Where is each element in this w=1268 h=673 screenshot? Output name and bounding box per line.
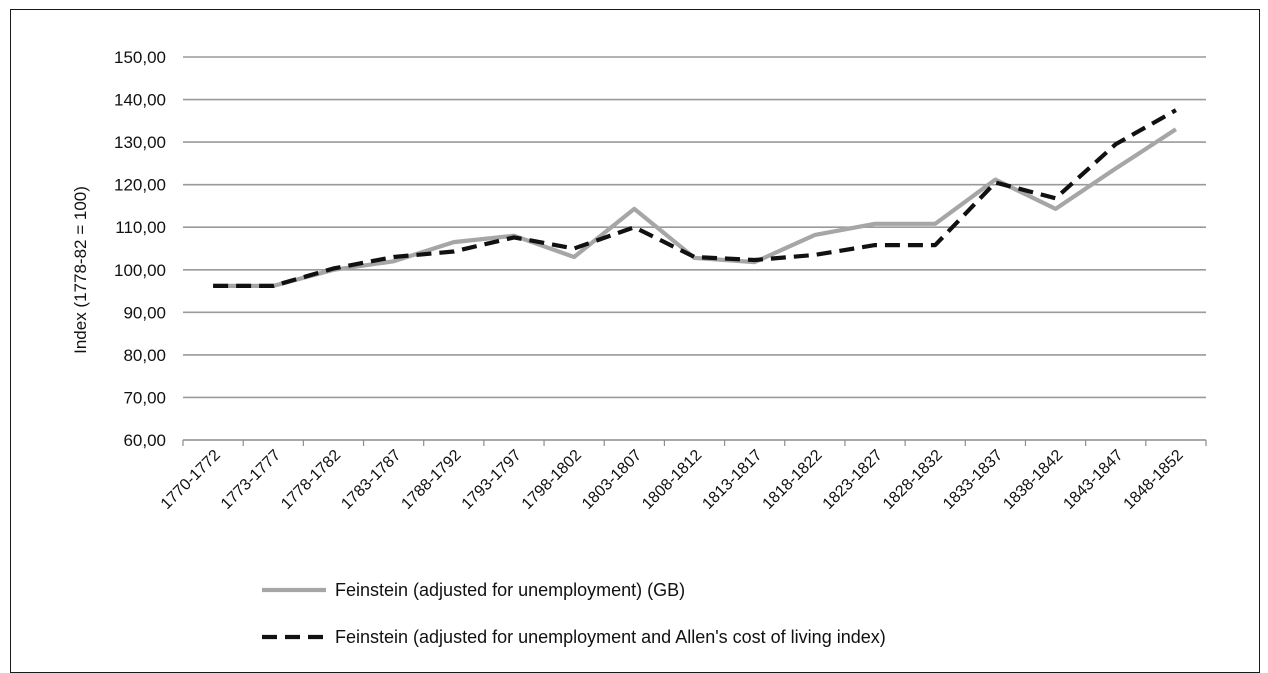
y-tick-label: 120,00 <box>114 176 166 195</box>
y-tick-label: 140,00 <box>114 91 166 110</box>
series-line-1 <box>213 108 1177 288</box>
x-tick-label: 1808-1812 <box>639 447 705 513</box>
x-tick-label: 1798-1802 <box>519 447 585 513</box>
x-tick-label: 1788-1792 <box>398 447 464 513</box>
gridlines <box>183 56 1206 441</box>
x-tick-label: 1770-1772 <box>158 447 224 513</box>
y-tick-label: 150,00 <box>114 48 166 67</box>
legend-label-feinstein-gb: Feinstein (adjusted for unemployment) (G… <box>335 580 685 600</box>
y-tick-label: 90,00 <box>123 303 166 322</box>
chart-frame <box>10 9 1260 673</box>
x-tick-label: 1793-1797 <box>459 447 525 513</box>
y-tick-label: 60,00 <box>123 431 166 450</box>
x-tick-label: 1813-1817 <box>699 447 765 513</box>
y-axis-title: Index (1778-82 = 100) <box>71 186 90 354</box>
x-tick-label: 1838-1842 <box>1000 447 1066 513</box>
series-lines <box>213 108 1178 288</box>
x-tick-label: 1803-1807 <box>579 447 645 513</box>
y-tick-label: 80,00 <box>123 346 166 365</box>
y-tick-label: 70,00 <box>123 388 166 407</box>
y-tick-label: 130,00 <box>114 133 166 152</box>
y-tick-label: 100,00 <box>114 261 166 280</box>
legend-label-feinstein-allen: Feinstein (adjusted for unemployment and… <box>335 627 886 647</box>
series-line-0 <box>213 127 1178 288</box>
x-tick-label: 1828-1832 <box>880 447 946 513</box>
x-tick-label: 1823-1827 <box>820 447 886 513</box>
legend: Feinstein (adjusted for unemployment) (G… <box>262 580 886 647</box>
x-tick-label: 1848-1852 <box>1121 447 1187 513</box>
x-tick-label: 1833-1837 <box>940 447 1006 513</box>
x-tick-label: 1843-1847 <box>1060 447 1126 513</box>
y-tick-label: 110,00 <box>115 218 166 237</box>
x-tick-label: 1783-1787 <box>338 447 404 513</box>
y-axis-ticks: 60,00 70,00 80,00 90,00 100,00 110,00 120,00 13… <box>114 48 166 450</box>
x-tick-label: 1773-1777 <box>218 447 284 513</box>
x-tick-label: 1778-1782 <box>278 447 344 513</box>
x-tick-label: 1818-1822 <box>760 447 826 513</box>
x-axis-ticks: 1770-17721773-17771778-17821783-17871788… <box>158 440 1207 513</box>
